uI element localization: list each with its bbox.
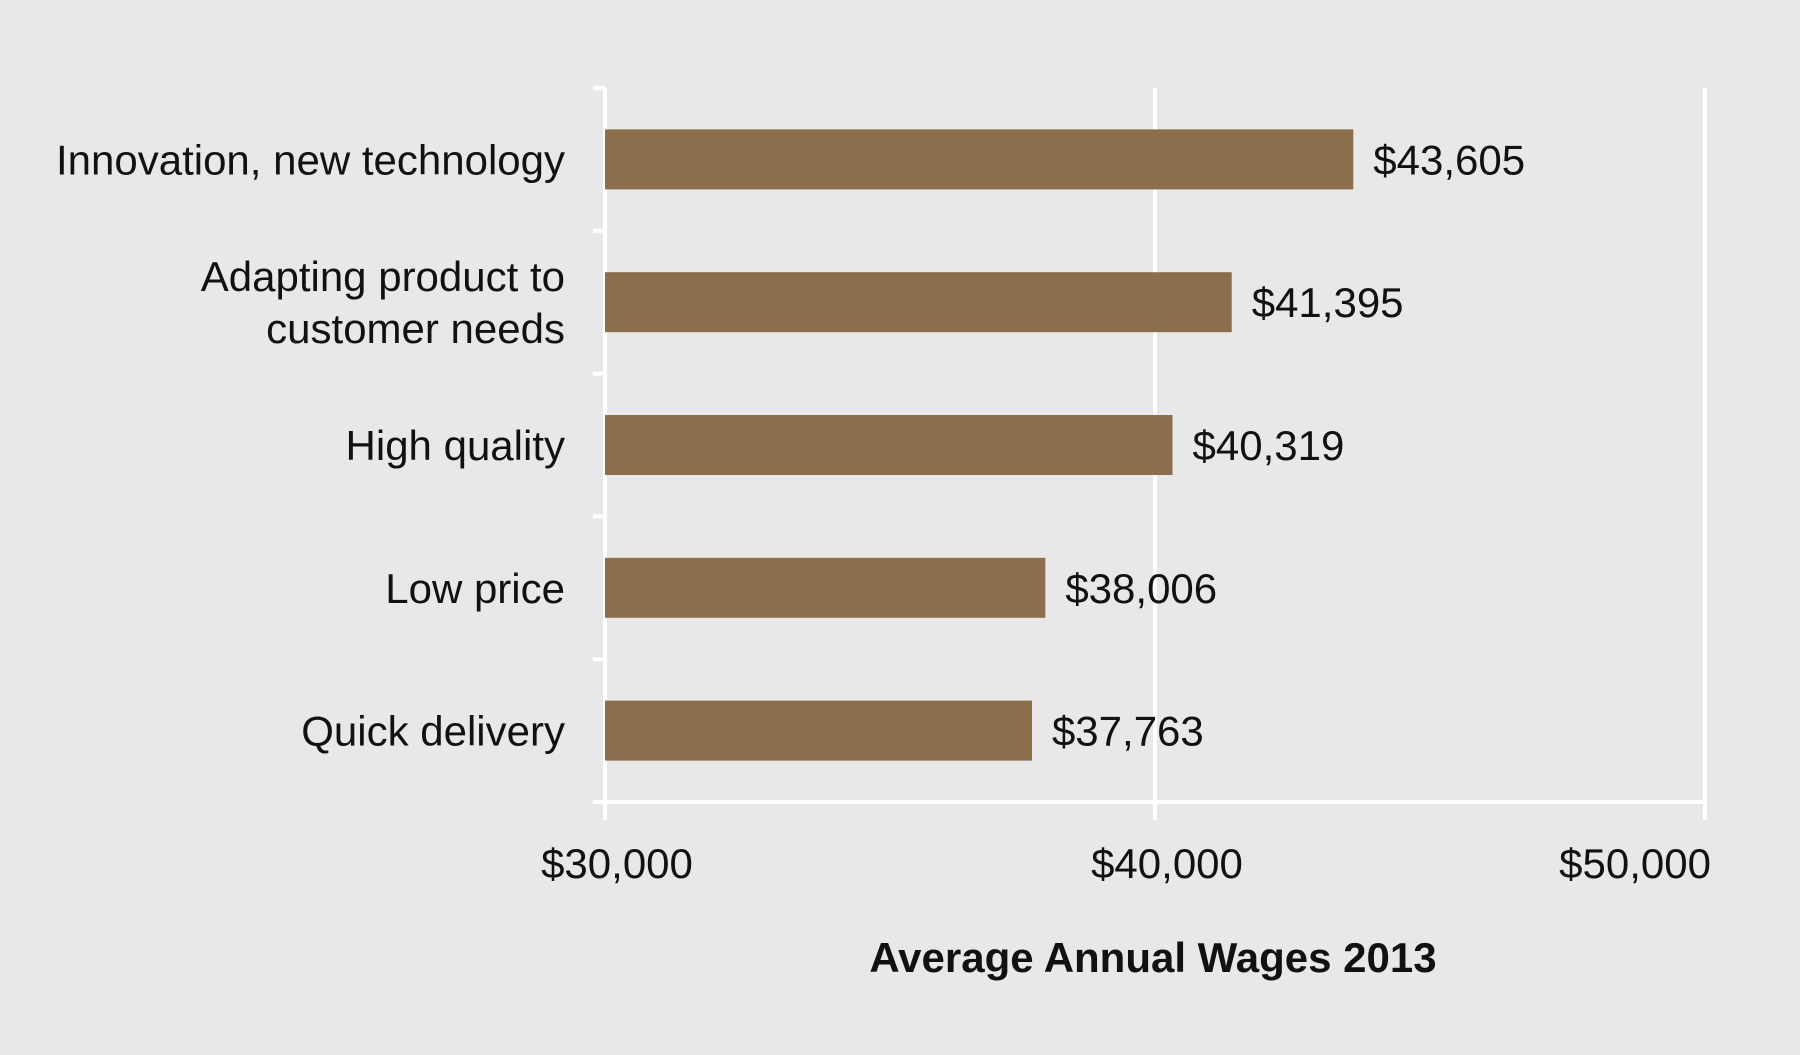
category-label-line: Quick delivery (301, 708, 565, 755)
bar-2 (605, 415, 1173, 475)
value-label-1: $41,395 (1252, 279, 1404, 326)
value-label-2: $40,319 (1193, 422, 1345, 469)
bars (605, 129, 1354, 761)
labels: $43,605 Innovation, new technology $41,395… (56, 136, 1711, 887)
bar-0 (605, 129, 1354, 190)
category-label-0: Innovation, new technology (56, 136, 565, 183)
x-tick-label-1: $40,000 (1091, 840, 1243, 887)
value-label-3: $38,006 (1065, 565, 1217, 612)
category-label-line: customer needs (266, 305, 565, 352)
bar-4 (605, 700, 1032, 761)
value-label-4: $37,763 (1052, 708, 1204, 755)
category-label-4: Quick delivery (301, 708, 565, 755)
category-label-3: Low price (385, 565, 565, 612)
category-label-line: Adapting product to (201, 253, 565, 300)
category-label-line: Low price (385, 565, 565, 612)
bar-3 (605, 557, 1046, 618)
x-axis-title: Average Annual Wages 2013 (869, 934, 1436, 981)
category-label-line: High quality (346, 422, 565, 469)
category-label-1: Adapting product to customer needs (201, 253, 565, 352)
category-label-2: High quality (346, 422, 565, 469)
value-label-0: $43,605 (1373, 136, 1525, 183)
x-tick-label-2: $50,000 (1559, 840, 1711, 887)
bar-1 (605, 272, 1232, 333)
category-label-line: Innovation, new technology (56, 136, 565, 183)
x-tick-label-0: $30,000 (541, 840, 693, 887)
